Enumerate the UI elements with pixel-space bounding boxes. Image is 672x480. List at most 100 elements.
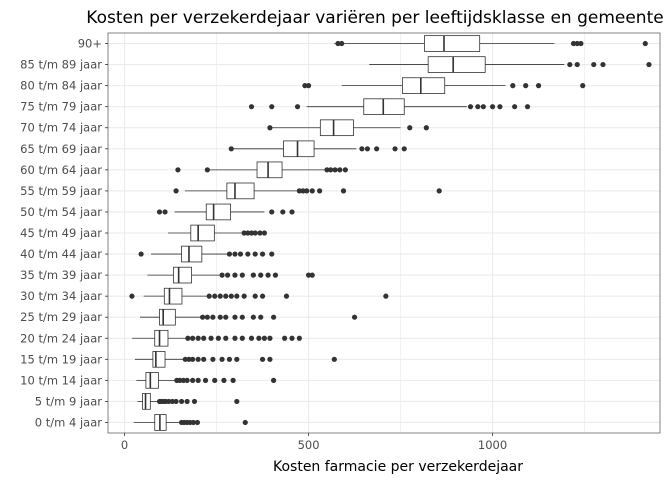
y-tick-label: 75 t/m 79 jaar xyxy=(20,100,102,114)
outlier-point xyxy=(296,188,302,194)
outlier-point xyxy=(524,104,531,110)
outlier-point xyxy=(173,398,179,405)
box-70-t/m-74-jaar xyxy=(267,119,429,137)
outlier-point xyxy=(510,83,516,89)
outlier-point xyxy=(309,188,315,194)
box-iqr xyxy=(142,393,151,410)
outlier-point xyxy=(252,251,258,257)
box-iqr xyxy=(163,287,183,305)
outlier-point xyxy=(166,398,172,405)
box-55-t/m-59-jaar xyxy=(173,182,442,200)
x-tick-label: 500 xyxy=(298,438,320,452)
box-5-t/m-9-jaar xyxy=(137,393,240,410)
outlier-point xyxy=(374,146,380,152)
outlier-point xyxy=(219,356,225,362)
outlier-point xyxy=(267,335,273,341)
y-tick-label: 60 t/m 64 jaar xyxy=(20,163,102,177)
box-15-t/m-19-jaar xyxy=(134,351,337,368)
outlier-point xyxy=(184,398,190,405)
outlier-point xyxy=(489,104,496,110)
y-tick-label: 50 t/m 54 jaar xyxy=(20,205,102,219)
outlier-point xyxy=(195,335,201,341)
outlier-point xyxy=(259,356,266,362)
outlier-point xyxy=(156,209,163,215)
box-iqr xyxy=(205,203,231,221)
box-iqr xyxy=(190,224,215,242)
outlier-point xyxy=(248,335,255,341)
outlier-point xyxy=(423,125,429,131)
outlier-point xyxy=(351,314,358,320)
outlier-point xyxy=(180,377,187,383)
outlier-point xyxy=(339,40,345,47)
outlier-point xyxy=(580,83,586,89)
outlier-point xyxy=(225,272,231,278)
outlier-point xyxy=(232,251,238,257)
outlier-point xyxy=(204,314,210,320)
y-tick-label: 65 t/m 69 jaar xyxy=(20,142,102,156)
y-tick-label: 30 t/m 34 jaar xyxy=(20,289,102,303)
outlier-point xyxy=(364,146,371,152)
outlier-point xyxy=(239,335,245,341)
y-tick-label: 40 t/m 44 jaar xyxy=(20,247,102,261)
outlier-point xyxy=(272,272,279,278)
y-tick-label: 90+ xyxy=(78,37,102,51)
outlier-point xyxy=(259,293,266,299)
outlier-point xyxy=(258,314,264,320)
chart-title: Kosten per verzekerdejaar variëren per l… xyxy=(86,8,663,28)
box-iqr xyxy=(152,351,166,368)
outlier-point xyxy=(215,335,221,341)
outlier-point xyxy=(241,293,247,299)
outlier-point xyxy=(383,293,389,299)
outlier-point xyxy=(250,272,256,278)
outlier-point xyxy=(217,314,223,320)
outlier-point xyxy=(185,335,191,341)
box-iqr xyxy=(173,266,192,284)
outlier-point xyxy=(392,146,398,152)
box-iqr xyxy=(256,161,283,179)
outlier-point xyxy=(335,40,341,47)
outlier-point xyxy=(512,104,518,110)
y-tick-label: 5 t/m 9 jaar xyxy=(35,394,102,408)
outlier-point xyxy=(332,167,338,173)
outlier-point xyxy=(257,230,263,236)
outlier-point xyxy=(269,104,275,110)
axis-layer: 0 t/m 4 jaar 5 t/m 9 jaar 10 t/m 14 jaar 15… xyxy=(20,37,507,452)
box-65-t/m-69-jaar xyxy=(228,140,407,158)
outlier-point xyxy=(252,293,258,299)
outlier-point xyxy=(252,230,258,236)
outlier-point xyxy=(228,293,234,299)
box-iqr xyxy=(154,329,169,347)
outlier-point xyxy=(232,272,238,278)
outlier-point xyxy=(259,251,266,257)
outlier-point xyxy=(242,419,248,426)
outlier-point xyxy=(234,398,240,405)
box-10-t/m-14-jaar xyxy=(136,372,277,389)
outlier-point xyxy=(232,335,238,341)
outlier-point xyxy=(282,335,288,341)
outlier-point xyxy=(591,61,597,68)
x-tick-label: 0 xyxy=(121,438,128,452)
outlier-point xyxy=(337,167,343,173)
outlier-point xyxy=(289,209,295,215)
outlier-point xyxy=(190,377,196,383)
outlier-point xyxy=(646,61,652,68)
outlier-point xyxy=(234,293,240,299)
outlier-point xyxy=(195,377,201,383)
outlier-point xyxy=(219,272,225,278)
outlier-point xyxy=(169,398,175,405)
outlier-point xyxy=(305,272,312,278)
y-tick-label: 45 t/m 49 jaar xyxy=(20,226,102,240)
outlier-point xyxy=(228,146,234,152)
outlier-point xyxy=(190,356,196,362)
outlier-point xyxy=(305,83,312,89)
outlier-point xyxy=(182,356,188,362)
outlier-point xyxy=(245,230,251,236)
box-80-t/m-84-jaar xyxy=(302,77,586,94)
outlier-point xyxy=(245,251,251,257)
box-50-t/m-54-jaar xyxy=(156,203,295,221)
outlier-point xyxy=(283,293,290,299)
outlier-point xyxy=(317,188,323,194)
box-iqr xyxy=(427,56,486,73)
outlier-point xyxy=(248,104,255,110)
